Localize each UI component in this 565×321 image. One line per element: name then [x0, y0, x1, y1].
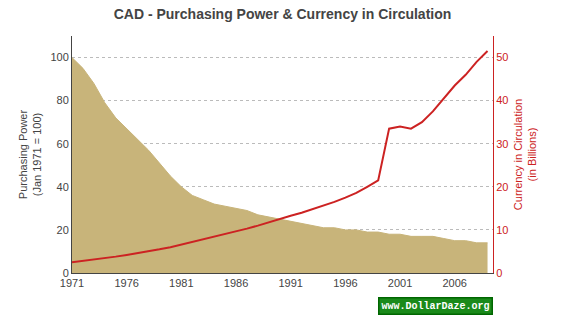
svg-text:Currency in Circulation(in Bil: Currency in Circulation(in Billions): [512, 99, 538, 210]
svg-text:www.DollarDaze.org: www.DollarDaze.org: [382, 301, 490, 312]
svg-text:20: 20: [496, 181, 508, 193]
svg-text:80: 80: [57, 94, 69, 106]
svg-text:60: 60: [57, 138, 69, 150]
svg-text:10: 10: [496, 224, 508, 236]
svg-text:100: 100: [50, 51, 68, 63]
svg-text:2001: 2001: [388, 277, 412, 289]
svg-text:Purchasing Power(Jan 1971 = 10: Purchasing Power(Jan 1971 = 100): [17, 110, 43, 200]
svg-text:20: 20: [57, 224, 69, 236]
svg-text:40: 40: [57, 181, 69, 193]
svg-text:2006: 2006: [442, 277, 466, 289]
svg-text:CAD - Purchasing Power & Curre: CAD - Purchasing Power & Currency in Cir…: [114, 6, 452, 22]
svg-text:1986: 1986: [224, 277, 248, 289]
svg-text:1991: 1991: [278, 277, 302, 289]
svg-text:1996: 1996: [333, 277, 357, 289]
svg-text:0: 0: [496, 267, 502, 279]
svg-text:40: 40: [496, 94, 508, 106]
svg-text:1971: 1971: [60, 277, 84, 289]
svg-text:1976: 1976: [114, 277, 138, 289]
svg-text:50: 50: [496, 51, 508, 63]
svg-text:30: 30: [496, 138, 508, 150]
svg-text:1981: 1981: [169, 277, 193, 289]
svg-text:0: 0: [63, 267, 69, 279]
